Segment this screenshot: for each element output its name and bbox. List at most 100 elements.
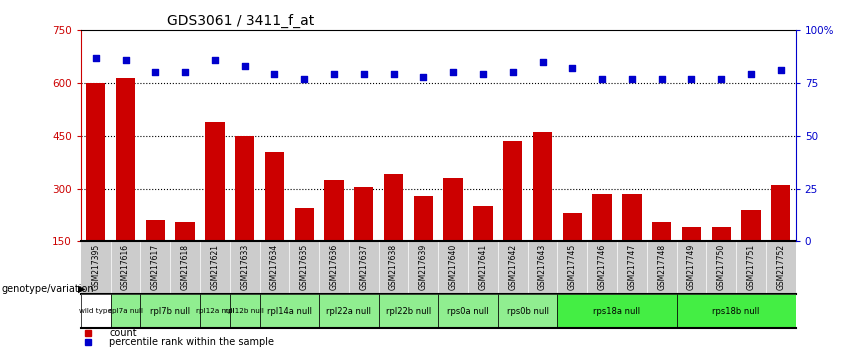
Bar — [711, 227, 731, 294]
Point — [714, 76, 728, 81]
Text: GSM217633: GSM217633 — [240, 244, 249, 290]
Text: rpl12a null: rpl12a null — [196, 308, 234, 314]
Text: rpl12b null: rpl12b null — [226, 308, 264, 314]
Point — [505, 69, 519, 75]
Bar — [652, 222, 671, 294]
Text: count: count — [110, 328, 137, 338]
Point — [386, 72, 401, 77]
Bar — [230, 294, 260, 328]
Bar — [503, 141, 523, 294]
Bar — [200, 294, 230, 328]
Bar — [557, 294, 677, 328]
Text: GSM217395: GSM217395 — [91, 244, 100, 290]
Text: ▶: ▶ — [78, 284, 86, 293]
Bar — [443, 178, 463, 294]
Point — [298, 76, 311, 81]
Bar — [414, 195, 433, 294]
Bar — [175, 222, 195, 294]
Text: rps0b null: rps0b null — [506, 307, 549, 315]
Text: GSM217638: GSM217638 — [389, 244, 398, 290]
Text: GSM217643: GSM217643 — [538, 244, 547, 290]
Text: GSM217640: GSM217640 — [448, 244, 458, 290]
Bar — [741, 210, 761, 294]
Bar — [146, 220, 165, 294]
Bar — [379, 294, 438, 328]
Point — [774, 67, 787, 73]
Bar — [111, 294, 140, 328]
Point — [357, 72, 371, 77]
Bar — [384, 175, 403, 294]
Text: GSM217749: GSM217749 — [687, 244, 696, 290]
Text: GSM217751: GSM217751 — [746, 244, 756, 290]
Text: GSM217752: GSM217752 — [776, 244, 785, 290]
Text: GSM217618: GSM217618 — [180, 244, 190, 290]
Bar — [81, 294, 111, 328]
Point — [654, 76, 668, 81]
Bar — [771, 185, 791, 294]
Point — [744, 72, 757, 77]
Text: GSM217637: GSM217637 — [359, 244, 368, 290]
Bar — [498, 294, 557, 328]
Point — [625, 76, 638, 81]
Text: GSM217634: GSM217634 — [270, 244, 279, 290]
Text: rpl22b null: rpl22b null — [386, 307, 431, 315]
Text: GSM217746: GSM217746 — [597, 244, 607, 290]
Bar — [324, 180, 344, 294]
Point — [535, 59, 549, 64]
Text: rpl22a null: rpl22a null — [327, 307, 371, 315]
Text: GSM217748: GSM217748 — [657, 244, 666, 290]
Point — [148, 69, 162, 75]
Bar — [473, 206, 493, 294]
Text: GSM217636: GSM217636 — [329, 244, 339, 290]
Bar — [294, 208, 314, 294]
Point — [179, 69, 192, 75]
Text: rpl7a null: rpl7a null — [109, 308, 142, 314]
Text: rps18b null: rps18b null — [712, 307, 760, 315]
Text: GSM217745: GSM217745 — [568, 244, 577, 290]
Bar — [140, 294, 200, 328]
Bar — [592, 194, 612, 294]
Point — [267, 72, 281, 77]
Text: rps0a null: rps0a null — [447, 307, 489, 315]
Point — [89, 55, 102, 61]
Bar — [86, 83, 106, 294]
Text: GSM217641: GSM217641 — [478, 244, 488, 290]
Bar — [682, 227, 701, 294]
Text: percentile rank within the sample: percentile rank within the sample — [110, 337, 274, 347]
Text: GSM217635: GSM217635 — [300, 244, 309, 290]
Point — [684, 76, 698, 81]
Point — [595, 76, 608, 81]
Bar — [265, 152, 284, 294]
Point — [477, 72, 490, 77]
Bar — [563, 213, 582, 294]
Text: GSM217642: GSM217642 — [508, 244, 517, 290]
Bar — [354, 187, 374, 294]
Text: GSM217747: GSM217747 — [627, 244, 637, 290]
Text: rps18a null: rps18a null — [593, 307, 641, 315]
Bar — [319, 294, 379, 328]
Text: rpl14a null: rpl14a null — [267, 307, 311, 315]
Point — [118, 57, 133, 63]
Text: GSM217621: GSM217621 — [210, 244, 220, 290]
Text: genotype/variation: genotype/variation — [2, 284, 94, 293]
Text: GDS3061 / 3411_f_at: GDS3061 / 3411_f_at — [167, 13, 314, 28]
Text: GSM217616: GSM217616 — [121, 244, 130, 290]
Bar — [438, 294, 498, 328]
Bar — [116, 78, 135, 294]
Text: GSM217750: GSM217750 — [717, 244, 726, 290]
Text: wild type: wild type — [79, 308, 112, 314]
Bar — [677, 294, 796, 328]
Bar — [235, 136, 254, 294]
Point — [238, 63, 252, 69]
Text: GSM217639: GSM217639 — [419, 244, 428, 290]
Point — [327, 72, 340, 77]
Text: rpl7b null: rpl7b null — [150, 307, 191, 315]
Point — [417, 74, 430, 79]
Point — [565, 65, 579, 71]
Bar — [260, 294, 319, 328]
Bar — [622, 194, 642, 294]
Text: GSM217617: GSM217617 — [151, 244, 160, 290]
Point — [208, 57, 221, 63]
Bar — [205, 122, 225, 294]
Point — [446, 69, 460, 75]
